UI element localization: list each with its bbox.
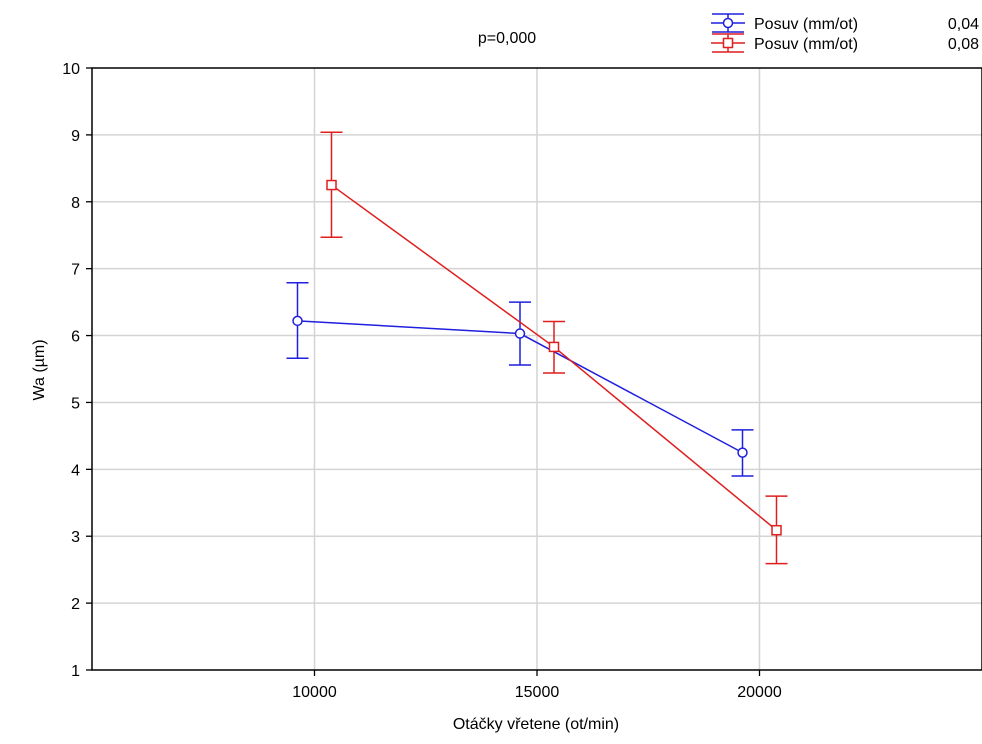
- annotation: p=0,000: [478, 30, 536, 47]
- x-axis-title: Otáčky vřetene (ot/min): [453, 716, 619, 733]
- y-tick-label: 4: [71, 462, 80, 479]
- x-tick-label: 15000: [515, 684, 560, 701]
- x-tick-label: 10000: [292, 684, 337, 701]
- data-point: [514, 328, 526, 339]
- x-axis-ticks: 10000 15000 20000: [292, 670, 782, 701]
- y-tick-label: 10: [62, 61, 80, 78]
- data-point: [771, 524, 782, 536]
- data-point: [737, 447, 748, 458]
- y-tick-label: 5: [71, 395, 80, 412]
- legend-marker: [722, 17, 734, 29]
- legend-item-1: Posuv (mm/ot) 0,04: [711, 13, 979, 33]
- y-axis-ticks: 1 2 3 4 5 6 7 8 9 10: [62, 61, 92, 680]
- y-tick-label: 1: [71, 663, 80, 680]
- y-tick-label: 2: [71, 596, 80, 613]
- legend-level: 0,04: [948, 16, 979, 33]
- y-tick-label: 8: [71, 195, 80, 212]
- grid: [92, 68, 982, 670]
- y-tick-label: 9: [71, 128, 80, 145]
- y-tick-label: 6: [71, 329, 80, 346]
- legend-level: 0,08: [948, 36, 979, 53]
- y-tick-label: 7: [71, 262, 80, 279]
- series-2: [320, 131, 788, 565]
- series-1: [286, 281, 754, 477]
- y-tick-label: 3: [71, 529, 80, 546]
- legend: Posuv (mm/ot) 0,04 Posuv (mm/ot) 0,08: [711, 13, 979, 53]
- legend-label: Posuv (mm/ot): [754, 16, 858, 33]
- data-point: [326, 179, 337, 191]
- data-point: [548, 341, 560, 353]
- legend-marker: [722, 37, 734, 49]
- series-layer: [286, 131, 788, 565]
- legend-label: Posuv (mm/ot): [754, 36, 858, 53]
- legend-item-2: Posuv (mm/ot) 0,08: [711, 33, 979, 53]
- x-tick-label: 20000: [737, 684, 782, 701]
- data-point: [292, 315, 303, 327]
- y-axis-title: Wa (µm): [31, 339, 48, 400]
